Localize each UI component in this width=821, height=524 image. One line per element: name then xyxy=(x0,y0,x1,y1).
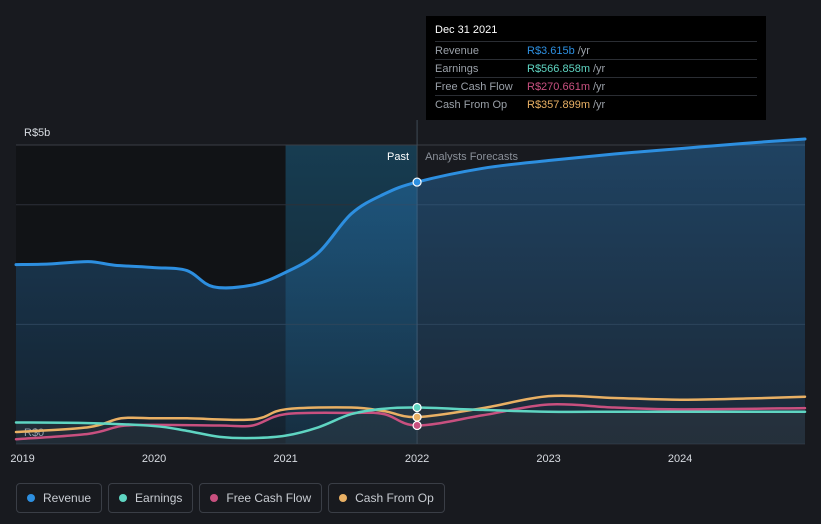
tooltip-label: Revenue xyxy=(435,44,480,57)
y-tick-label: R$5b xyxy=(24,127,50,139)
legend-item-earnings[interactable]: Earnings xyxy=(108,483,194,513)
tooltip-row-earnings: Earnings R$566.858m /yr xyxy=(435,59,757,77)
legend-label: Free Cash Flow xyxy=(226,491,312,505)
forecast-label: Analysts Forecasts xyxy=(425,151,518,163)
legend-item-free-cash-flow[interactable]: Free Cash Flow xyxy=(199,483,323,513)
free-cash-flow-marker xyxy=(412,420,422,431)
x-tick-label: 2023 xyxy=(536,453,560,465)
tooltip-label: Free Cash Flow xyxy=(435,80,513,93)
revenue-marker xyxy=(412,177,422,187)
tooltip-unit: /yr xyxy=(577,44,590,57)
tooltip-unit: /yr xyxy=(593,62,606,75)
x-tick-label: 2022 xyxy=(405,453,429,465)
legend-dot-icon xyxy=(27,494,35,502)
tooltip-value: R$357.899m xyxy=(527,98,590,111)
tooltip-value: R$270.661m xyxy=(527,80,590,93)
legend-item-revenue[interactable]: Revenue xyxy=(16,483,103,513)
tooltip-label: Earnings xyxy=(435,62,479,75)
tooltip-date: Dec 31 2021 xyxy=(435,24,498,36)
cash-from-op-marker xyxy=(412,412,422,422)
x-tick-label: 2024 xyxy=(668,453,692,465)
legend-label: Revenue xyxy=(43,491,92,505)
tooltip-unit: /yr xyxy=(593,98,606,111)
x-tick-label: 2020 xyxy=(142,453,166,465)
legend-dot-icon xyxy=(339,494,348,502)
tooltip-value: R$3.615b xyxy=(527,44,575,57)
tooltip-row-revenue: Revenue R$3.615b /yr xyxy=(435,41,757,59)
tooltip-unit: /yr xyxy=(593,80,606,93)
tooltip-label: Cash From Op xyxy=(435,98,508,111)
x-tick-label: 2021 xyxy=(273,453,297,465)
revenue-line xyxy=(14,137,807,290)
tooltip-row-free-cash-flow: Free Cash Flow R$270.661m /yr xyxy=(435,77,757,95)
legend-dot-icon xyxy=(119,494,128,502)
past-label: Past xyxy=(387,151,409,163)
legend-label: Cash From Op xyxy=(355,491,434,505)
tooltip: Dec 31 2021 Revenue R$3.615b /yr Earning… xyxy=(426,16,766,120)
legend-label: Earnings xyxy=(135,491,183,505)
chart-legend: Revenue Earnings Free Cash Flow Cash Fro… xyxy=(16,483,445,513)
x-tick-label: 2019 xyxy=(10,453,34,465)
legend-dot-icon xyxy=(210,494,219,502)
tooltip-row-cash-from-op: Cash From Op R$357.899m /yr xyxy=(435,95,757,113)
earnings-line xyxy=(14,406,807,440)
earnings-marker xyxy=(412,402,422,413)
revenue-area xyxy=(16,139,805,444)
legend-item-cash-from-op[interactable]: Cash From Op xyxy=(328,483,445,513)
tooltip-value: R$566.858m xyxy=(527,62,590,75)
